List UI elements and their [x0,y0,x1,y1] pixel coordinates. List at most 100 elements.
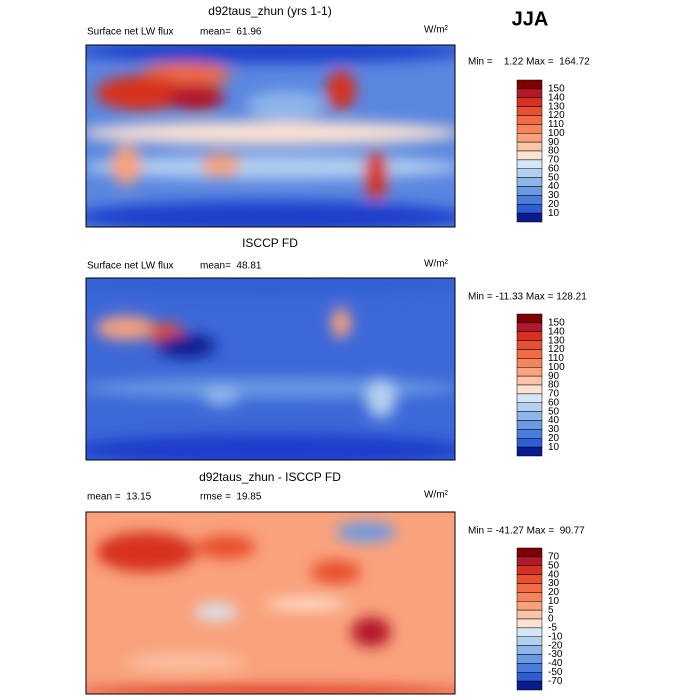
map [85,44,456,228]
colorbar-box [516,601,543,611]
colorbar-box [516,150,543,161]
colorbar-box [516,133,543,143]
colorbar-label: -40 [548,658,563,669]
colorbar-box [516,574,543,584]
panel-title: d92taus_zhun - ISCCP FD [199,470,341,484]
colorbar-label: 20 [548,587,560,598]
colorbar-box [516,680,543,691]
colorbar-label: 30 [548,578,560,589]
colorbar-box [516,186,543,196]
map [85,511,456,695]
units: W/m² [424,490,449,501]
colorbar-label: 100 [548,362,565,373]
colorbar-box [516,204,543,214]
colorbar-label: 40 [548,415,560,426]
colorbar-box [516,358,543,368]
colorbar-box [516,429,543,439]
colorbar-box [516,645,543,655]
colorbar-box [516,618,543,629]
colorbar-label: 70 [548,389,560,400]
colorbar-label: 100 [548,128,565,139]
colorbar-box [516,168,543,178]
units: W/m² [424,259,449,270]
colorbar-label: 10 [548,596,560,607]
colorbar-box [516,322,543,332]
map [85,277,456,461]
colorbar-box [516,88,543,98]
colorbar-label: -20 [548,640,563,651]
colorbar-box [516,565,543,575]
colorbar-box [516,411,543,421]
panel-title: d92taus_zhun (yrs 1-1) [208,4,331,18]
colorbar-box [516,349,543,359]
colorbar-box [516,420,543,430]
colorbar-label: 30 [548,190,560,201]
colorbar-label: 120 [548,344,565,355]
panel-stat: rmse = 19.85 [200,492,262,503]
colorbar-box [516,124,543,134]
colorbar-label: 80 [548,146,560,157]
colorbar-box [516,393,543,403]
colorbar-box [516,636,543,646]
colorbar-label: 50 [548,406,560,417]
colorbar-label: 110 [548,353,564,364]
colorbar-label: 30 [548,424,560,435]
colorbar-box [516,141,543,152]
colorbar-label: 140 [548,326,565,337]
panel-stat: Surface net LW flux [87,27,174,38]
colorbar-box [516,177,543,187]
colorbar-box [516,654,543,664]
colorbar-label: 10 [548,442,560,453]
units: W/m² [424,25,449,36]
colorbar-label: 70 [548,155,560,166]
colorbar-label: 20 [548,199,560,210]
min-max: Min = 1.22 Max = 164.72 [468,57,590,68]
colorbar-label: 120 [548,110,565,121]
panel-stat: Surface net LW flux [87,261,174,272]
colorbar-box [516,367,543,377]
colorbar-box [516,331,543,341]
colorbar-box [516,547,543,558]
colorbar-label: 150 [548,84,565,95]
colorbar-label: -5 [548,623,557,634]
colorbar-box [516,402,543,412]
panel-title: ISCCP FD [242,236,298,250]
colorbar-box [516,159,543,169]
season-label: JJA [512,8,549,30]
colorbar-box [516,592,543,602]
colorbar-label: 150 [548,318,565,329]
colorbar-label: 140 [548,92,565,103]
colorbar-box [516,212,543,223]
min-max: Min = -11.33 Max = 128.21 [468,292,587,303]
colorbar-label: 130 [548,335,565,346]
colorbar-label: -30 [548,649,563,660]
colorbar-box [516,115,543,125]
colorbar-label: 0 [548,614,554,625]
panel-stat: mean= 48.81 [200,261,262,272]
colorbar-label: 50 [548,560,560,571]
colorbar-box [516,97,543,107]
colorbar-box [516,79,543,90]
colorbar-box [516,313,543,324]
colorbar-box [516,672,543,682]
colorbar-label: -50 [548,667,563,678]
colorbar-box [516,556,543,566]
colorbar-label: 70 [548,552,560,563]
colorbar-label: -10 [548,631,563,642]
colorbar-box [516,195,543,205]
colorbar-box [516,446,543,457]
colorbar-label: 80 [548,380,560,391]
colorbar-label: 5 [548,605,554,616]
panel-stat: mean = 13.15 [87,492,152,503]
colorbar-box [516,663,543,673]
colorbar-label: 60 [548,163,560,174]
colorbar-box [516,438,543,448]
colorbar-label: 40 [548,569,560,580]
colorbar-label: 60 [548,397,560,408]
colorbar-label: 10 [548,208,560,219]
panel-stat: mean= 61.96 [200,27,262,38]
colorbar-label: 90 [548,371,560,382]
colorbar-box [516,106,543,116]
colorbar-box [516,627,543,637]
colorbar-label: 110 [548,119,564,130]
